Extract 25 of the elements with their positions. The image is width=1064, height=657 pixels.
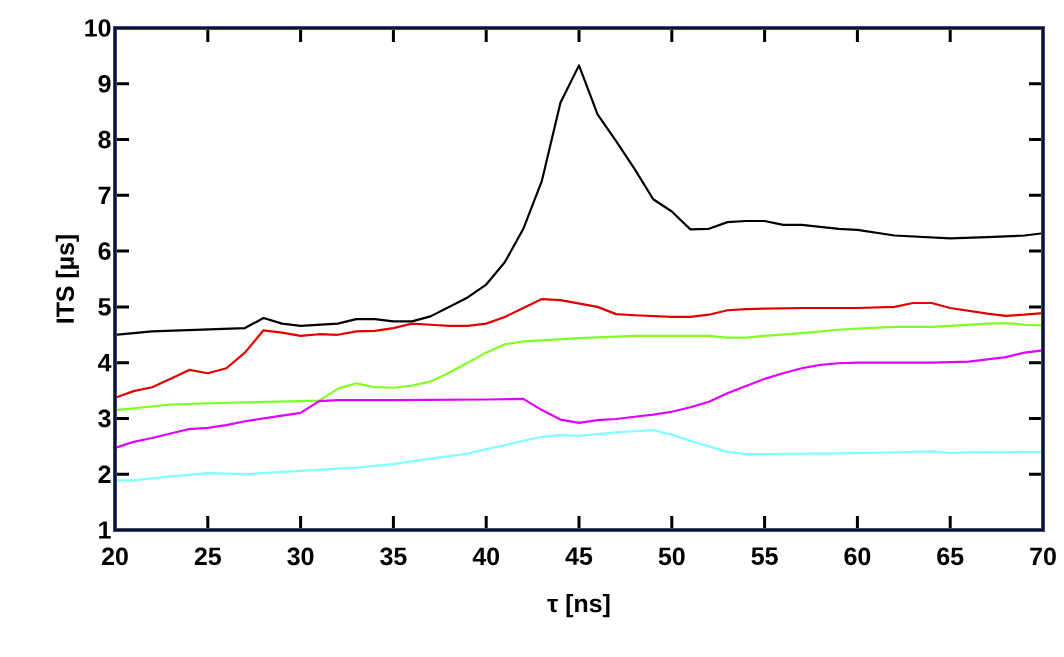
- y-tick-label: 4: [98, 354, 112, 372]
- y-tick-label: 5: [98, 298, 111, 316]
- line-series: [115, 297, 1043, 399]
- y-tick-label: 3: [98, 409, 111, 428]
- x-axis-title: τ [ns]: [547, 594, 610, 618]
- x-tick-label: 45: [565, 547, 593, 565]
- x-tick-label: 55: [751, 547, 778, 565]
- x-tick-label: 35: [380, 547, 407, 566]
- x-tick-label: 40: [472, 547, 500, 566]
- x-tick-label: 25: [194, 547, 221, 566]
- y-tick-label: 10: [85, 19, 111, 37]
- x-tick-label: 50: [658, 547, 685, 566]
- y-tick-label: 8: [98, 130, 111, 149]
- y-tick-label: 6: [98, 242, 111, 260]
- y-tick-label: 7: [98, 186, 111, 204]
- x-tick-label: 30: [287, 547, 314, 566]
- y-tick-label: 1: [99, 521, 111, 539]
- y-tick-label: 9: [98, 74, 111, 93]
- y-tick-label: 2: [98, 465, 111, 483]
- line-series: [115, 429, 1043, 482]
- x-tick-label: 20: [102, 547, 128, 566]
- x-tick-label: 60: [844, 547, 871, 566]
- x-tick-label: 65: [937, 547, 964, 566]
- x-tick-label: 70: [1030, 547, 1056, 566]
- y-axis-title: ITS [µs]: [55, 235, 79, 323]
